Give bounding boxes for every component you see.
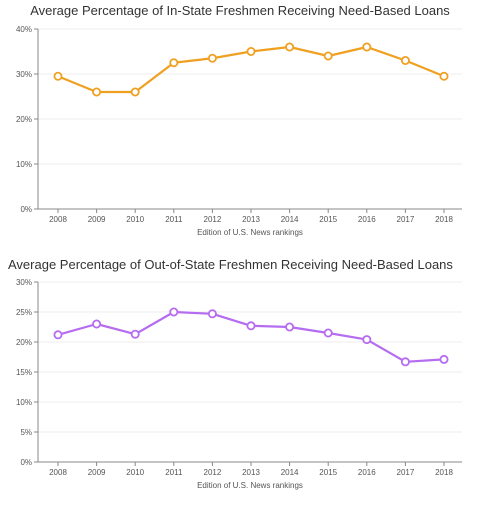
x-tick-label: 2018	[435, 215, 453, 224]
y-tick-label: 0%	[20, 205, 32, 214]
y-tick-label: 20%	[16, 115, 32, 124]
x-axis-title: Edition of U.S. News rankings	[197, 228, 303, 237]
data-point	[246, 321, 256, 331]
x-tick-label: 2013	[242, 215, 260, 224]
x-tick-label: 2011	[165, 215, 183, 224]
data-point	[439, 354, 449, 364]
data-point	[400, 357, 410, 367]
data-point	[207, 53, 217, 63]
data-point	[92, 319, 102, 329]
x-tick-label: 2012	[204, 215, 222, 224]
chart1-title: Average Percentage of In-State Freshmen …	[30, 3, 450, 18]
y-tick-label: 10%	[16, 160, 32, 169]
data-point	[323, 51, 333, 61]
x-tick-label: 2011	[165, 468, 183, 477]
data-point	[362, 335, 372, 345]
x-tick-label: 2014	[281, 215, 299, 224]
data-point	[285, 42, 295, 52]
x-axis-title: Edition of U.S. News rankings	[197, 481, 303, 490]
data-point	[130, 87, 140, 97]
x-tick-label: 2012	[204, 468, 222, 477]
data-point	[400, 56, 410, 66]
y-tick-label: 5%	[20, 428, 32, 437]
y-tick-label: 0%	[20, 458, 32, 467]
x-tick-label: 2018	[435, 468, 453, 477]
x-tick-label: 2009	[88, 468, 106, 477]
y-tick-label: 30%	[16, 278, 32, 287]
series-line	[57, 310, 445, 363]
y-tick-label: 25%	[16, 308, 32, 317]
x-tick-label: 2017	[397, 468, 415, 477]
x-tick-label: 2015	[319, 468, 337, 477]
y-tick-label: 40%	[16, 25, 32, 34]
x-tick-label: 2016	[358, 468, 376, 477]
data-point	[53, 330, 63, 340]
data-point	[207, 309, 217, 319]
x-tick-label: 2010	[126, 215, 144, 224]
data-point	[53, 71, 63, 81]
data-point	[130, 329, 140, 339]
y-tick-label: 10%	[16, 398, 32, 407]
x-tick-label: 2010	[126, 468, 144, 477]
data-point	[169, 58, 179, 68]
x-tick-label: 2008	[49, 468, 67, 477]
x-tick-label: 2015	[319, 215, 337, 224]
x-tick-label: 2016	[358, 215, 376, 224]
x-tick-label: 2008	[49, 215, 67, 224]
chart2-title: Average Percentage of Out-of-State Fresh…	[8, 257, 453, 272]
y-tick-label: 20%	[16, 338, 32, 347]
y-tick-label: 15%	[16, 368, 32, 377]
data-point	[92, 87, 102, 97]
data-point	[362, 42, 372, 52]
data-point	[439, 71, 449, 81]
x-tick-label: 2009	[88, 215, 106, 224]
x-tick-label: 2017	[397, 215, 415, 224]
x-tick-label: 2014	[281, 468, 299, 477]
data-point	[169, 307, 179, 317]
x-tick-label: 2013	[242, 468, 260, 477]
data-point	[323, 328, 333, 338]
y-tick-label: 30%	[16, 70, 32, 79]
data-point	[246, 47, 256, 57]
data-point	[285, 322, 295, 332]
